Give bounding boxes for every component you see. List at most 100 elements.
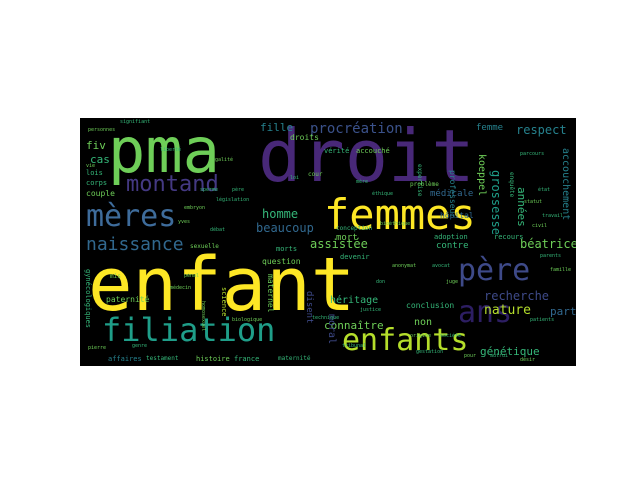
word: conception xyxy=(336,225,373,232)
word: pma xyxy=(108,118,220,187)
word: médecin xyxy=(170,285,192,291)
word: béatrice xyxy=(520,237,576,251)
word: homosexuel xyxy=(200,301,206,332)
word: recours xyxy=(494,233,524,241)
word: embryon xyxy=(184,205,206,211)
word: génétique xyxy=(480,345,540,358)
word: sexuelle xyxy=(190,243,219,250)
word-cloud: pma droit enfant femmes mères montand père ans f… xyxy=(80,118,576,366)
word: ans xyxy=(458,295,513,330)
word: maternité xyxy=(278,355,311,362)
word: enfants xyxy=(342,323,469,358)
word: mort xyxy=(336,233,358,243)
word: france xyxy=(234,355,260,363)
word: lois xyxy=(86,169,103,177)
word: état xyxy=(538,187,551,193)
word: personnes xyxy=(88,127,116,133)
word: père xyxy=(232,187,245,193)
word: corps xyxy=(86,179,108,187)
word: parents xyxy=(540,253,562,259)
word: fille xyxy=(260,121,294,134)
word: signifiant xyxy=(120,119,151,125)
word: travail xyxy=(542,213,564,219)
word: montand xyxy=(126,172,219,197)
word: bioéthique xyxy=(380,221,411,227)
word: question xyxy=(262,257,301,266)
word: homme xyxy=(262,207,299,221)
word: affaires xyxy=(108,355,142,363)
word: problème xyxy=(410,181,439,188)
word: mis xyxy=(110,273,121,280)
word: couple xyxy=(86,189,115,198)
word: yves xyxy=(178,219,191,225)
word: désir xyxy=(520,357,536,363)
word: respect xyxy=(516,123,567,137)
word: civil xyxy=(532,223,548,229)
word: cas xyxy=(90,153,110,166)
word: filiation xyxy=(102,311,276,349)
word: sperme xyxy=(200,187,219,193)
word: beaucoup xyxy=(256,221,314,235)
word: maternel xyxy=(266,274,275,313)
word: naissance xyxy=(86,234,184,255)
word: nature xyxy=(484,303,531,318)
word: non xyxy=(414,317,433,328)
word: procréation xyxy=(310,121,403,137)
word: vie xyxy=(86,163,96,169)
word: gestation xyxy=(416,349,444,355)
word: conclusion xyxy=(406,301,455,310)
word: autrui xyxy=(490,353,509,359)
word: enquête xyxy=(508,172,515,198)
word: médicale xyxy=(430,189,474,199)
word: contre xyxy=(436,241,469,251)
word: hôpital xyxy=(440,211,474,220)
word: grossesse xyxy=(489,170,503,236)
word: don xyxy=(376,279,386,285)
word: cour xyxy=(308,171,323,178)
word: biologique xyxy=(232,317,263,323)
word: koeppel xyxy=(476,154,487,197)
word: science xyxy=(220,287,228,317)
word: droits xyxy=(290,133,319,142)
word: égalité xyxy=(212,157,234,163)
word: patients xyxy=(530,317,555,323)
word: mère xyxy=(356,179,369,185)
word: origine xyxy=(410,333,432,339)
word: société xyxy=(440,333,462,339)
word: histoire xyxy=(196,355,230,363)
word: statut xyxy=(524,199,543,205)
word: adoption xyxy=(434,233,468,241)
word: devenir xyxy=(340,253,370,261)
word: accouché xyxy=(356,147,390,155)
word: pénal xyxy=(184,273,200,279)
word: mères xyxy=(86,199,177,234)
word: connaître xyxy=(324,319,384,332)
word: justice xyxy=(360,307,382,313)
word: anonymat xyxy=(392,263,417,269)
word: pour xyxy=(464,353,477,359)
word: fiv xyxy=(86,139,106,152)
word: tribunal xyxy=(342,343,367,349)
word: héritage xyxy=(330,295,379,306)
word: morts xyxy=(276,245,298,253)
word: genre xyxy=(132,343,148,349)
word: débat xyxy=(210,227,226,233)
word: droit xyxy=(258,118,475,198)
word: législation xyxy=(216,197,250,203)
word: enfant xyxy=(88,242,356,328)
word: accouchement xyxy=(560,148,571,221)
word: années xyxy=(515,187,528,227)
word: femmes xyxy=(324,190,476,239)
word: juge xyxy=(446,279,459,285)
word: pierre xyxy=(88,345,107,351)
word: testament xyxy=(146,355,179,362)
word: parcours xyxy=(520,151,545,157)
word: liberté xyxy=(160,147,182,153)
word: technique xyxy=(312,315,340,321)
word: père xyxy=(458,253,531,288)
word: assistée xyxy=(310,237,368,251)
word: paternité xyxy=(106,295,150,304)
word: vérité xyxy=(324,147,350,155)
word: loi xyxy=(290,175,300,181)
